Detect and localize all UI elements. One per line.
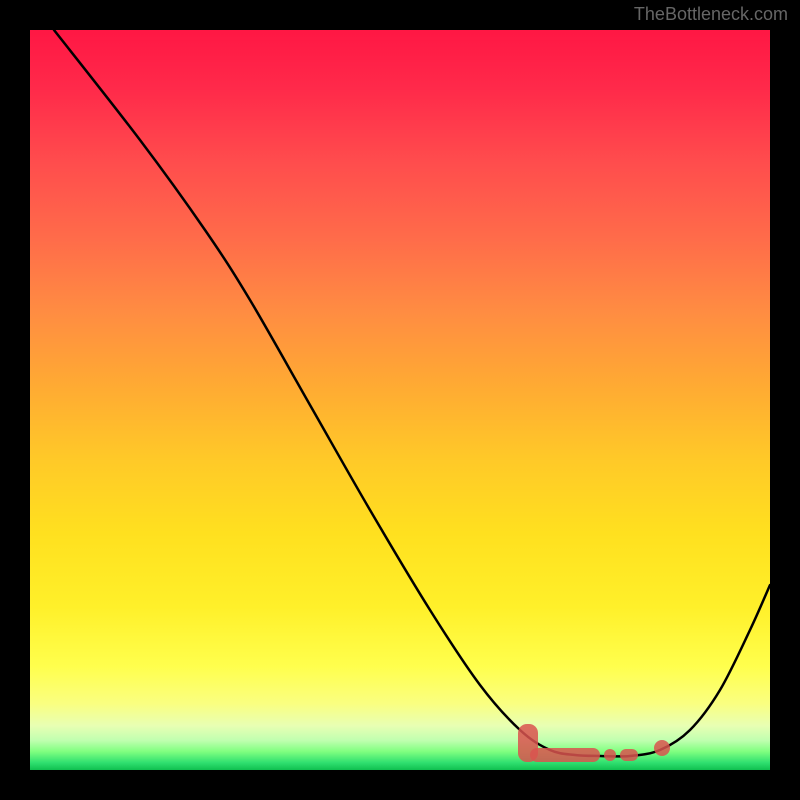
bottleneck-chart <box>30 30 770 770</box>
marker-shape <box>530 748 600 762</box>
chart-svg <box>30 30 770 770</box>
watermark-text: TheBottleneck.com <box>634 4 788 25</box>
marker-shape <box>620 749 638 761</box>
marker-shape <box>604 749 616 761</box>
marker-shape <box>654 740 670 756</box>
